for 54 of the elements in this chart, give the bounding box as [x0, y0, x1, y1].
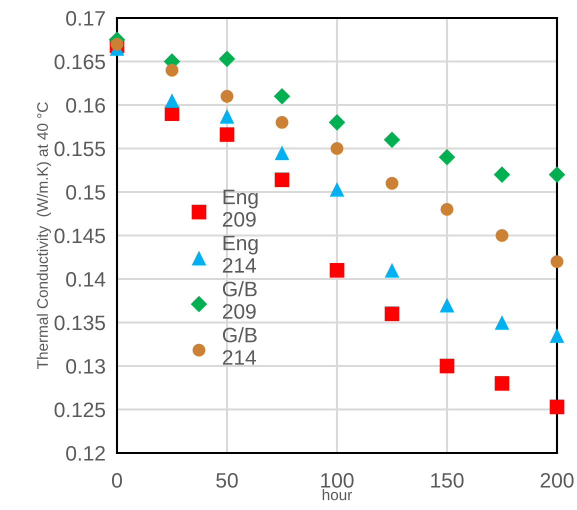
x-tick-label: 0	[112, 472, 122, 488]
point	[330, 263, 344, 278]
point	[440, 203, 454, 216]
y-tick-label: 0.16	[66, 98, 105, 113]
point	[164, 93, 180, 108]
y-tick-label: 0.145	[54, 228, 106, 244]
point	[384, 132, 400, 148]
point	[496, 229, 508, 242]
point	[276, 116, 288, 129]
point	[550, 255, 564, 268]
x-tick-label: 50	[216, 472, 238, 488]
y-axis-title: Thermal Conductivity (W/m.K) at 40 °C	[36, 102, 51, 369]
y-tick-label: 0.135	[54, 316, 106, 330]
point	[494, 376, 510, 391]
point	[218, 50, 236, 68]
point	[328, 114, 346, 131]
point	[384, 306, 400, 322]
point	[440, 358, 454, 374]
legend-label: Eng 214	[222, 236, 258, 273]
point	[494, 166, 510, 183]
point	[274, 88, 290, 105]
y-tick-label: 0.14	[66, 272, 106, 287]
y-tick-label: 0.15	[66, 185, 106, 200]
y-tick-label: 0.155	[54, 142, 106, 156]
point	[110, 38, 124, 50]
point	[274, 146, 290, 160]
point	[548, 166, 566, 183]
point	[550, 328, 564, 343]
point	[164, 106, 180, 121]
point	[440, 298, 454, 312]
point	[220, 90, 234, 103]
point	[220, 109, 234, 124]
x-axis-title: hour	[322, 489, 352, 500]
x-tick-label: 100	[321, 472, 354, 488]
y-tick-label: 0.12	[66, 446, 105, 461]
y-tick-label: 0.13	[66, 359, 105, 374]
point	[494, 315, 510, 330]
y-tick-label: 0.125	[54, 402, 106, 418]
y-tick-label: 0.165	[54, 54, 106, 70]
legend-label: G/B 214	[222, 327, 257, 365]
legend-label: Eng 209	[222, 190, 258, 227]
x-tick-label: 150	[431, 472, 464, 488]
point	[220, 127, 234, 142]
point	[384, 263, 400, 278]
point	[166, 64, 178, 77]
point	[274, 172, 290, 188]
legend-label: G/B 209	[222, 281, 257, 319]
point	[386, 176, 398, 190]
point	[438, 148, 456, 166]
point	[550, 400, 564, 414]
point	[330, 182, 344, 197]
y-tick-label: 0.17	[66, 11, 105, 26]
x-tick-label: 200	[540, 472, 574, 488]
point	[330, 142, 344, 155]
